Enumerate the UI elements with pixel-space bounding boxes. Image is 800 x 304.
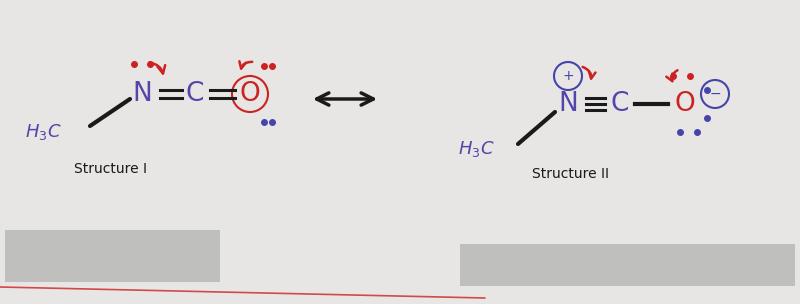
Text: Structure II: Structure II: [531, 167, 609, 181]
Bar: [460, 244, 795, 286]
Text: O: O: [240, 81, 260, 107]
FancyArrowPatch shape: [150, 62, 165, 74]
Text: $H_3C$: $H_3C$: [26, 122, 62, 142]
FancyArrowPatch shape: [582, 67, 595, 78]
Bar: [5, 230, 220, 282]
Text: C: C: [611, 91, 629, 117]
Text: Structure I: Structure I: [74, 162, 146, 176]
Text: C: C: [186, 81, 204, 107]
Text: N: N: [558, 91, 578, 117]
Text: $H_3C$: $H_3C$: [458, 139, 495, 159]
Text: N: N: [132, 81, 152, 107]
Text: O: O: [674, 91, 695, 117]
Text: −: −: [709, 87, 721, 101]
FancyArrowPatch shape: [666, 70, 678, 81]
FancyArrowPatch shape: [239, 61, 252, 68]
Text: +: +: [562, 69, 574, 83]
